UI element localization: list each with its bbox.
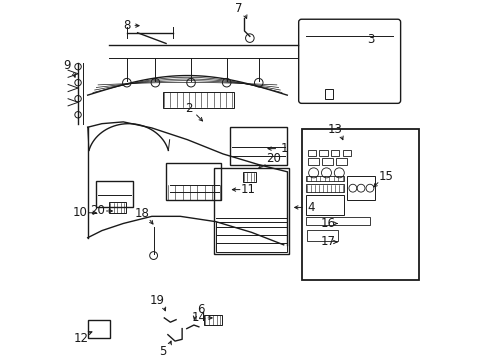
Text: 6: 6 — [197, 303, 204, 316]
Bar — [324, 89, 332, 99]
Text: 2: 2 — [185, 102, 192, 115]
Bar — [305, 184, 344, 192]
Bar — [301, 129, 418, 280]
Bar — [230, 127, 286, 165]
Bar — [305, 195, 344, 215]
Bar — [216, 222, 286, 252]
Text: 9: 9 — [63, 59, 71, 72]
Text: 14: 14 — [192, 311, 206, 324]
Text: 12: 12 — [73, 332, 88, 345]
Text: 11: 11 — [241, 183, 255, 196]
Bar — [322, 158, 332, 165]
Bar — [342, 150, 350, 156]
Text: 15: 15 — [377, 170, 392, 183]
Bar — [336, 158, 346, 165]
Text: 10: 10 — [73, 206, 87, 219]
Bar — [330, 150, 339, 156]
Bar — [95, 181, 133, 207]
Text: 3: 3 — [366, 33, 374, 46]
Bar — [346, 176, 374, 200]
Text: 18: 18 — [135, 207, 150, 220]
Bar — [166, 163, 221, 200]
Bar — [319, 150, 327, 156]
Text: 4: 4 — [306, 201, 314, 214]
Bar — [307, 158, 318, 165]
Bar — [305, 217, 369, 225]
Text: 17: 17 — [320, 235, 335, 248]
Bar — [162, 91, 233, 108]
Text: 16: 16 — [320, 217, 335, 230]
Bar — [109, 202, 126, 213]
Text: 20: 20 — [265, 152, 280, 166]
Text: 8: 8 — [122, 19, 130, 32]
Text: 13: 13 — [327, 123, 342, 136]
Bar — [242, 172, 256, 182]
Bar — [214, 168, 288, 254]
Bar — [203, 315, 222, 325]
Bar — [307, 150, 316, 156]
Bar — [306, 230, 338, 241]
Text: 20: 20 — [90, 204, 105, 217]
Text: 1: 1 — [280, 142, 287, 155]
Text: 19: 19 — [150, 294, 164, 307]
Bar — [305, 176, 344, 181]
Text: 7: 7 — [235, 2, 242, 15]
Bar — [87, 320, 109, 338]
Text: 5: 5 — [159, 345, 166, 357]
